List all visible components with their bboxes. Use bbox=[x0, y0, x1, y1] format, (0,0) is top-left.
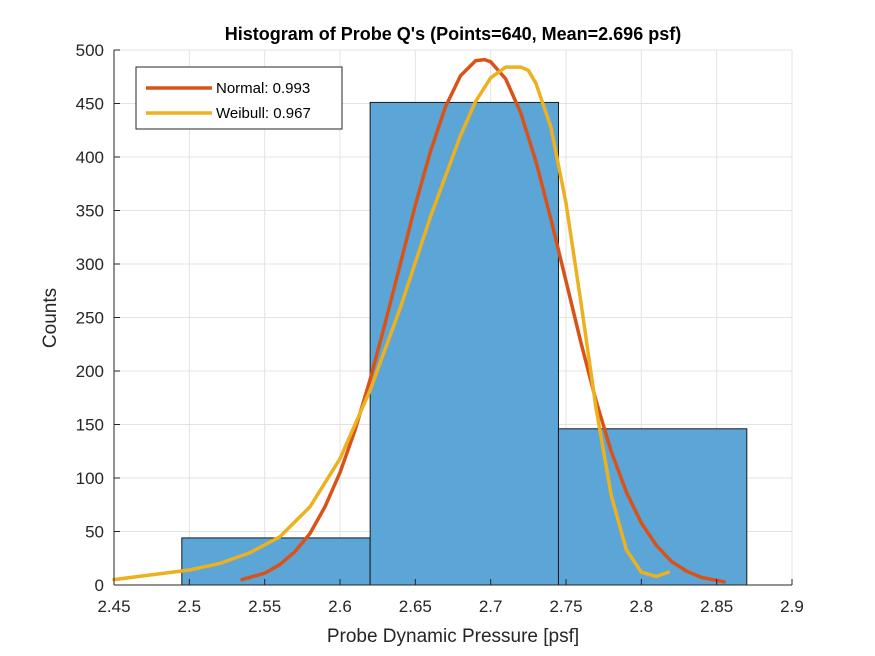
legend: Normal: 0.993 Weibull: 0.967 bbox=[135, 66, 343, 130]
x-tick-label: 2.9 bbox=[780, 597, 804, 616]
y-tick-label: 450 bbox=[76, 95, 104, 114]
y-tick-label: 100 bbox=[76, 469, 104, 488]
axes bbox=[113, 49, 793, 586]
histogram-bar bbox=[557, 428, 748, 586]
legend-box bbox=[135, 66, 343, 130]
histogram-bar bbox=[181, 537, 371, 586]
x-tick-label: 2.8 bbox=[630, 597, 654, 616]
y-tick-label: 500 bbox=[76, 41, 104, 60]
chart-title: Histogram of Probe Q's (Points=640, Mean… bbox=[225, 24, 681, 44]
y-tick-labels: 0 50 100 150 200 250 300 350 400 450 500 bbox=[76, 41, 104, 595]
y-tick-label: 300 bbox=[76, 255, 104, 274]
x-tick-label: 2.75 bbox=[549, 597, 582, 616]
y-tick-label: 400 bbox=[76, 148, 104, 167]
x-tick-label: 2.5 bbox=[178, 597, 202, 616]
y-tick-label: 0 bbox=[95, 576, 104, 595]
y-tick-label: 250 bbox=[76, 309, 104, 328]
y-tick-label: 150 bbox=[76, 416, 104, 435]
legend-label-normal: Normal: 0.993 bbox=[216, 80, 310, 97]
x-axis-label: Probe Dynamic Pressure [psf] bbox=[327, 626, 579, 647]
histogram-bars bbox=[181, 101, 748, 586]
histogram-bar bbox=[369, 101, 559, 586]
x-tick-label: 2.45 bbox=[97, 597, 130, 616]
x-tick-labels: 2.45 2.5 2.55 2.6 2.65 2.7 2.75 2.8 2.85 2.9 bbox=[97, 597, 803, 616]
normal-fit-line bbox=[240, 57, 726, 584]
y-tick-label: 50 bbox=[85, 523, 104, 542]
x-tick-label: 2.55 bbox=[248, 597, 281, 616]
x-tick-label: 2.7 bbox=[479, 597, 503, 616]
y-tick-label: 350 bbox=[76, 202, 104, 221]
fit-curves bbox=[112, 57, 726, 584]
y-axis-label: Counts bbox=[40, 288, 61, 348]
x-tick-label: 2.65 bbox=[399, 597, 432, 616]
x-tick-label: 2.85 bbox=[700, 597, 733, 616]
y-tick-label: 200 bbox=[76, 362, 104, 381]
legend-label-weibull: Weibull: 0.967 bbox=[216, 105, 311, 122]
x-tick-label: 2.6 bbox=[328, 597, 352, 616]
weibull-fit-line bbox=[112, 65, 671, 582]
